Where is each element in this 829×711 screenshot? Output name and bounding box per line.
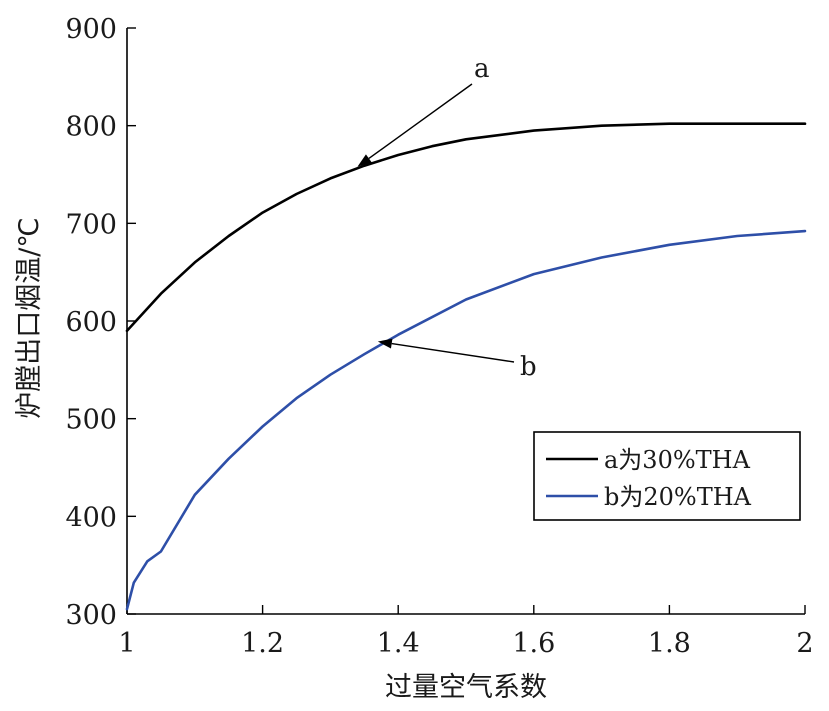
y-tick-label: 800 <box>65 112 117 143</box>
x-ticks: 1 1.2 1.4 1.6 1.8 2 <box>118 605 814 659</box>
y-axis-label: 炉膛出口烟温/℃ <box>14 217 45 418</box>
y-tick-label: 500 <box>65 405 117 436</box>
x-tick-label: 1.6 <box>512 628 555 659</box>
y-tick-label: 700 <box>65 209 117 240</box>
legend-label-b: b为20%THA <box>604 483 752 511</box>
x-tick-label: 1.8 <box>648 628 691 659</box>
y-tick-label: 600 <box>65 307 117 338</box>
series-layer <box>125 122 807 611</box>
legend-label-a: a为30%THA <box>604 446 751 474</box>
series-line-b <box>125 229 807 611</box>
annotation-layer: a b <box>357 54 537 382</box>
annotation-label-b: b <box>520 352 537 382</box>
y-tick-label: 300 <box>65 600 117 631</box>
annotation-arrow-a <box>357 83 473 167</box>
legend-box <box>533 431 801 521</box>
legend: a为30%THA b为20%THA <box>533 431 801 521</box>
series-line-a <box>125 122 807 333</box>
x-tick-label: 1.4 <box>377 628 420 659</box>
x-tick-label: 1 <box>118 628 135 659</box>
axes <box>126 28 805 615</box>
annotation-label-a: a <box>474 54 490 84</box>
y-tick-label: 400 <box>65 502 117 533</box>
annotation-arrow-b <box>377 338 515 363</box>
x-tick-label: 2 <box>796 628 813 659</box>
y-ticks: 300 400 500 600 700 800 900 <box>65 14 136 631</box>
x-tick-label: 1.2 <box>241 628 284 659</box>
y-tick-label: 900 <box>65 14 117 45</box>
x-axis-label: 过量空气系数 <box>385 672 547 703</box>
